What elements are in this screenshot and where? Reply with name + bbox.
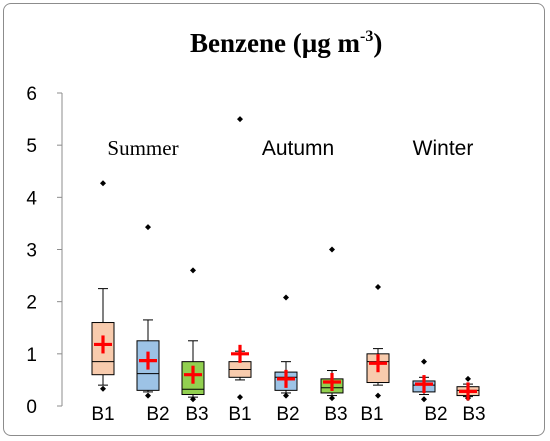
outlier-point <box>465 375 471 382</box>
y-tick-label: 6 <box>26 84 37 105</box>
outlier-point <box>100 180 106 187</box>
chart-title-superscript: -3 <box>360 28 373 45</box>
box-item <box>274 294 298 399</box>
category-label: B1 <box>360 404 383 425</box>
y-tick-label: 5 <box>26 136 37 157</box>
outlier-point <box>190 267 196 274</box>
season-label: Summer <box>107 136 178 160</box>
outlier-point <box>329 395 335 402</box>
y-tick-label: 1 <box>26 345 37 366</box>
outlier-point <box>100 385 106 392</box>
outlier-point <box>237 116 243 123</box>
season-label: Winter <box>413 137 474 160</box>
box-item <box>91 180 115 392</box>
outlier-point <box>190 396 196 403</box>
category-label: B3 <box>462 404 485 425</box>
season-labels: Summer Autumn Winter <box>107 136 473 160</box>
outlier-point <box>145 392 151 399</box>
box-item <box>456 375 480 402</box>
category-label: B1 <box>91 404 114 425</box>
box-item <box>181 267 205 403</box>
outlier-point <box>283 294 289 301</box>
chart-title: Benzene (µg m-3) <box>190 28 382 58</box>
chart-title-main: Benzene (µg m <box>190 28 361 58</box>
category-labels: B1 B2 B3 B1 B2 B3 B1 B2 B3 <box>91 404 485 425</box>
box-series <box>91 116 480 403</box>
outlier-point <box>421 358 427 365</box>
box-item <box>136 224 160 399</box>
category-label: B3 <box>324 404 347 425</box>
box-item <box>366 284 390 399</box>
y-tick-label: 0 <box>26 397 37 418</box>
category-label: B3 <box>185 404 208 425</box>
y-tick-label: 3 <box>26 241 37 262</box>
outlier-point <box>145 224 151 231</box>
season-label: Autumn <box>262 137 334 160</box>
box-item <box>228 116 252 401</box>
outlier-point <box>375 284 381 291</box>
outlier-point <box>421 396 427 403</box>
outlier-point <box>283 392 289 399</box>
outlier-point <box>375 392 381 399</box>
category-label: B2 <box>276 404 299 425</box>
y-tick-label: 2 <box>26 293 37 314</box>
y-axis: 0 1 2 3 4 5 6 <box>26 84 63 418</box>
category-label: B1 <box>228 404 251 425</box>
box-item <box>412 358 436 403</box>
category-label: B2 <box>424 404 447 425</box>
category-label: B2 <box>146 404 169 425</box>
box-item <box>320 246 344 402</box>
outlier-point <box>237 394 243 401</box>
y-tick-label: 4 <box>26 188 37 209</box>
outlier-point <box>329 246 335 253</box>
chart-title-close: ) <box>373 28 382 58</box>
